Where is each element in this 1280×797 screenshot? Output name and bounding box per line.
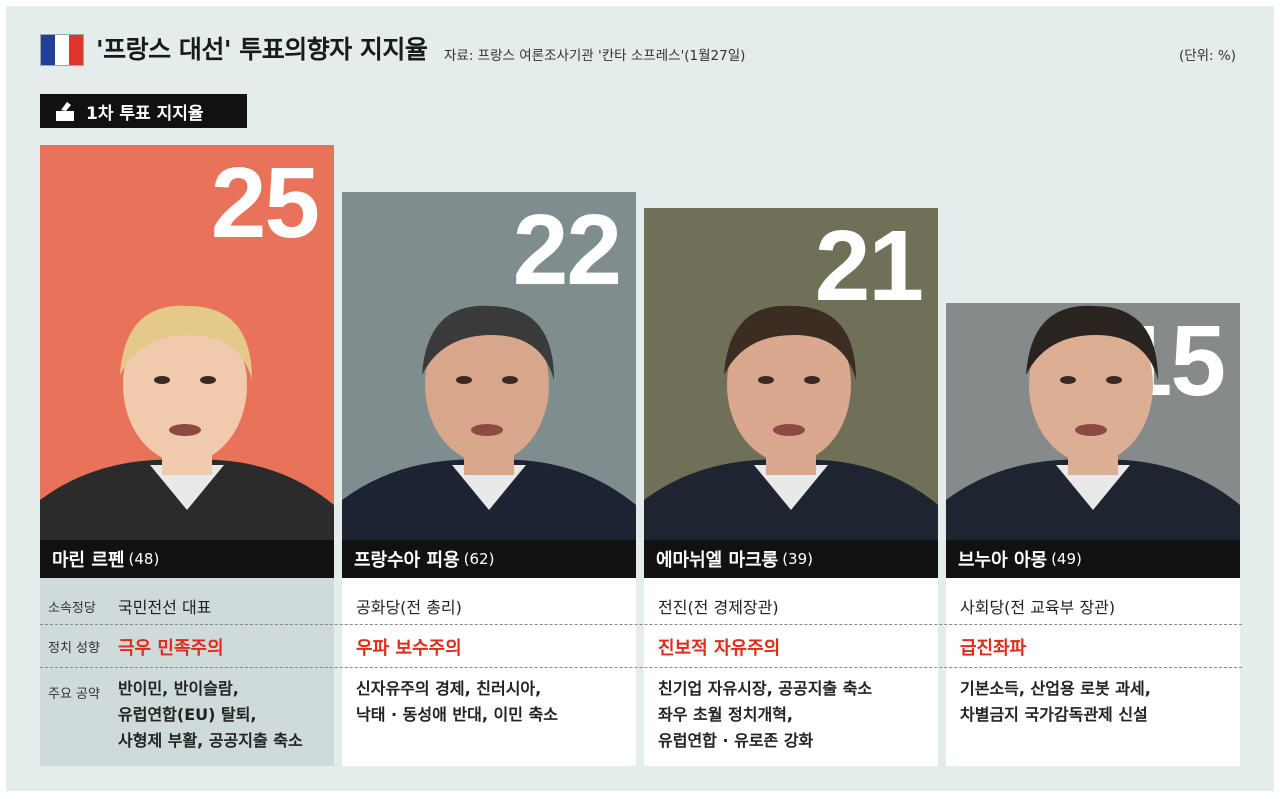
pledge-line: 친기업 자유시장, 공공지출 축소 bbox=[658, 679, 873, 698]
pledge-line: 유럽연합 · 유로존 강화 bbox=[658, 731, 814, 750]
row-label-ideology: 정치 성향 bbox=[48, 641, 100, 656]
candidate-name: 마린 르펜 bbox=[52, 550, 125, 571]
bar-4: 15 bbox=[946, 303, 1240, 540]
candidate-ideology: 진보적 자유주의 bbox=[658, 638, 781, 659]
candidate-portrait bbox=[40, 305, 334, 540]
bar-2: 22 bbox=[342, 192, 636, 540]
candidate-info-panel bbox=[40, 578, 334, 766]
candidate-name-bar: 브누아 아몽 (49) bbox=[946, 540, 1240, 578]
candidate-portrait bbox=[342, 305, 636, 540]
candidate-info-panel bbox=[946, 578, 1240, 766]
candidate-portrait bbox=[946, 305, 1240, 540]
france-flag-icon bbox=[40, 34, 84, 66]
candidate-portrait bbox=[644, 305, 938, 540]
candidate-pledges: 반이민, 반이슬람, 유럽연합(EU) 탈퇴, 사형제 부활, 공공지출 축소 bbox=[118, 676, 303, 754]
page-title: '프랑스 대선' 투표의향자 지지율 bbox=[96, 35, 428, 64]
pledge-line: 유럽연합(EU) 탈퇴, bbox=[118, 705, 257, 724]
candidate-ideology: 급진좌파 bbox=[960, 638, 1027, 659]
pledge-line: 반이민, 반이슬람, bbox=[118, 679, 239, 698]
candidate-ideology: 극우 민족주의 bbox=[118, 638, 224, 659]
bar-value-label: 25 bbox=[210, 147, 320, 259]
pledge-line: 기본소득, 산업용 로봇 과세, bbox=[960, 679, 1151, 698]
candidate-info-panel bbox=[644, 578, 938, 766]
candidate-ideology: 우파 보수주의 bbox=[356, 638, 462, 659]
candidate-party: 국민전선 대표 bbox=[118, 598, 212, 617]
candidate-name: 브누아 아몽 bbox=[958, 550, 1048, 571]
row-divider bbox=[40, 667, 1242, 668]
pledge-line: 낙태 · 동성애 반대, 이민 축소 bbox=[356, 705, 558, 724]
bar-3: 21 bbox=[644, 208, 938, 540]
candidate-info-panel bbox=[342, 578, 636, 766]
candidate-name-bar: 에마뉘엘 마크롱 (39) bbox=[644, 540, 938, 578]
candidate-party: 공화당(전 총리) bbox=[356, 598, 462, 617]
ballot-box-icon bbox=[56, 102, 74, 121]
section-label: 1차 투표 지지율 bbox=[40, 94, 247, 128]
bar-value-label: 22 bbox=[512, 194, 622, 306]
candidate-name-bar: 프랑수아 피용 (62) bbox=[342, 540, 636, 578]
candidate-party: 사회당(전 교육부 장관) bbox=[960, 598, 1116, 617]
candidate-age: (48) bbox=[128, 550, 160, 568]
candidate-name: 에마뉘엘 마크롱 bbox=[656, 550, 779, 571]
row-label-pledges: 주요 공약 bbox=[48, 687, 100, 702]
candidate-name-bar: 마린 르펜 (48) bbox=[40, 540, 334, 578]
unit-note: (단위: %) bbox=[1178, 48, 1236, 64]
candidate-age: (39) bbox=[782, 550, 813, 568]
bar-value-label: 21 bbox=[814, 210, 924, 322]
candidate-age: (49) bbox=[1051, 550, 1082, 568]
candidate-pledges: 신자유주의 경제, 친러시아, 낙태 · 동성애 반대, 이민 축소 bbox=[356, 676, 558, 728]
pledge-line: 사형제 부활, 공공지출 축소 bbox=[118, 731, 303, 750]
bar-1: 25 bbox=[40, 145, 334, 540]
pledge-line: 신자유주의 경제, 친러시아, bbox=[356, 679, 542, 698]
candidate-pledges: 기본소득, 산업용 로봇 과세, 차별금지 국가감독관제 신설 bbox=[960, 676, 1151, 728]
section-label-text: 1차 투표 지지율 bbox=[86, 103, 204, 124]
pledge-line: 차별금지 국가감독관제 신설 bbox=[960, 705, 1148, 724]
source-note: 자료: 프랑스 여론조사기관 '칸타 소프레스'(1월27일) bbox=[444, 48, 746, 64]
candidate-age: (62) bbox=[463, 550, 495, 568]
pledge-line: 좌우 초월 정치개혁, bbox=[658, 705, 793, 724]
candidate-party: 전진(전 경제장관) bbox=[658, 598, 779, 617]
row-divider bbox=[40, 624, 1242, 625]
candidate-name: 프랑수아 피용 bbox=[354, 550, 460, 571]
row-label-party: 소속정당 bbox=[48, 601, 96, 616]
